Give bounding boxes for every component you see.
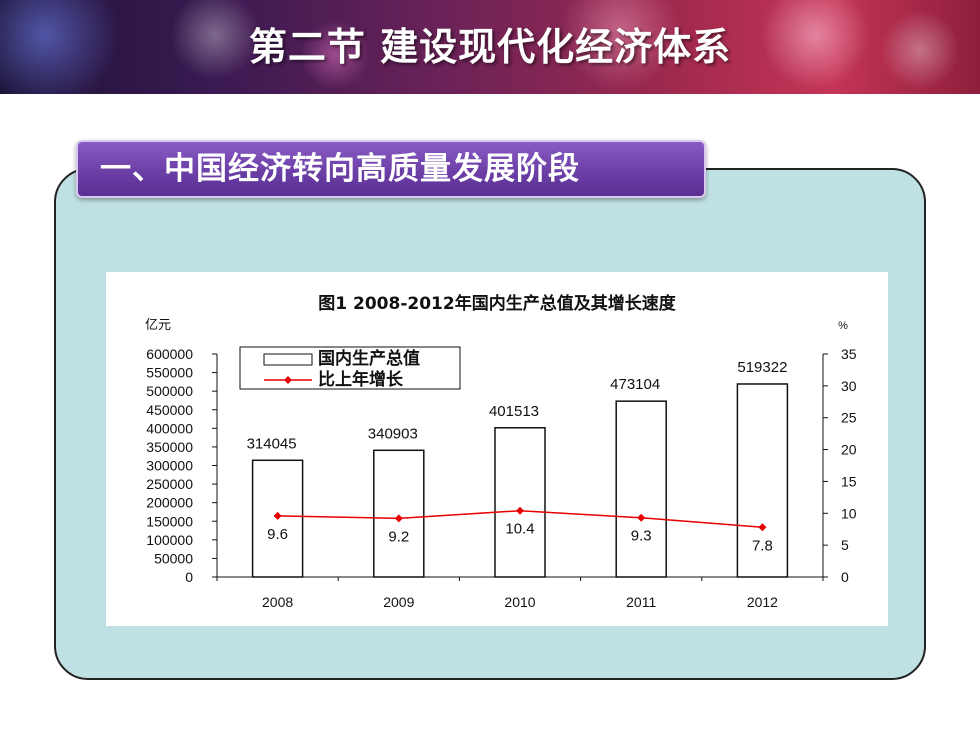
bokeh-decoration xyxy=(880,10,960,90)
bokeh-decoration xyxy=(760,0,870,90)
y-tick-label: 500000 xyxy=(146,383,193,399)
y-tick-label: 50000 xyxy=(154,550,193,566)
bar-value-label: 340903 xyxy=(368,425,418,442)
growth-point-2009 xyxy=(394,514,403,523)
y-tick-label: 250000 xyxy=(146,476,193,492)
bar-value-label: 314045 xyxy=(247,435,297,452)
bar-value-label: 519322 xyxy=(737,359,787,376)
y-tick-label: 300000 xyxy=(146,458,193,474)
x-tick-label: 2008 xyxy=(262,594,293,610)
legend-label-gdp: 国内生产总值 xyxy=(318,348,420,369)
y2-tick-label: 35 xyxy=(841,346,857,362)
y-axis-label: 亿元 xyxy=(145,317,171,332)
y-tick-label: 100000 xyxy=(146,532,193,548)
growth-value-label: 9.6 xyxy=(267,526,288,543)
bokeh-decoration xyxy=(0,0,120,94)
growth-value-label: 9.2 xyxy=(388,528,409,545)
y-tick-label: 150000 xyxy=(146,513,193,529)
bar-gdp-2012 xyxy=(736,383,789,578)
growth-value-label: 10.4 xyxy=(505,521,534,538)
growth-value-label: 7.8 xyxy=(752,537,773,554)
y-tick-label: 200000 xyxy=(146,495,193,511)
header-banner: 第二节 建设现代化经济体系 xyxy=(0,0,980,94)
y-tick-label: 400000 xyxy=(146,420,193,436)
section-heading: 一、中国经济转向高质量发展阶段 xyxy=(76,140,706,198)
bar-value-label: 473104 xyxy=(610,376,660,393)
growth-point-2010 xyxy=(516,506,524,515)
y-tick-label: 600000 xyxy=(146,346,193,362)
bar-gdp-2011 xyxy=(615,400,667,578)
y2-tick-label: 5 xyxy=(841,537,849,553)
legend-label-growth: 比上年增长 xyxy=(318,369,404,390)
y-tick-label: 350000 xyxy=(146,439,193,455)
bokeh-decoration xyxy=(170,0,260,80)
legend-bar-swatch xyxy=(263,353,313,366)
growth-point-2012 xyxy=(758,523,767,532)
bar-gdp-2010 xyxy=(494,427,546,578)
y2-tick-label: 30 xyxy=(841,378,857,394)
y2-tick-label: 20 xyxy=(841,442,857,458)
growth-point-2011 xyxy=(637,513,646,522)
bar-gdp-2009 xyxy=(373,449,425,578)
y2-tick-label: 25 xyxy=(841,410,857,426)
growth-point-2008 xyxy=(273,511,282,520)
y2-tick-label: 15 xyxy=(841,473,857,489)
y2-tick-label: 10 xyxy=(841,505,857,521)
slide-title: 第二节 建设现代化经济体系 xyxy=(248,25,732,69)
x-tick-label: 2010 xyxy=(504,594,535,610)
y2-tick-label: 0 xyxy=(841,569,849,585)
x-tick-label: 2012 xyxy=(747,594,778,610)
growth-value-label: 9.3 xyxy=(631,528,652,545)
bokeh-decoration xyxy=(300,20,370,90)
legend-line-marker xyxy=(284,376,292,384)
x-tick-label: 2009 xyxy=(383,594,414,610)
y-tick-label: 550000 xyxy=(146,365,193,381)
chart-title: 图1 2008-2012年国内生产总值及其增长速度 xyxy=(318,293,676,314)
gdp-chart: 图1 2008-2012年国内生产总值及其增长速度亿元% 0 50000 100000… xyxy=(106,272,888,626)
x-tick-label: 2011 xyxy=(626,594,656,610)
y2-axis-label: % xyxy=(838,320,848,332)
bar-value-label: 401513 xyxy=(489,403,539,420)
y-tick-label: 0 xyxy=(185,569,193,585)
y-tick-label: 450000 xyxy=(146,402,193,418)
